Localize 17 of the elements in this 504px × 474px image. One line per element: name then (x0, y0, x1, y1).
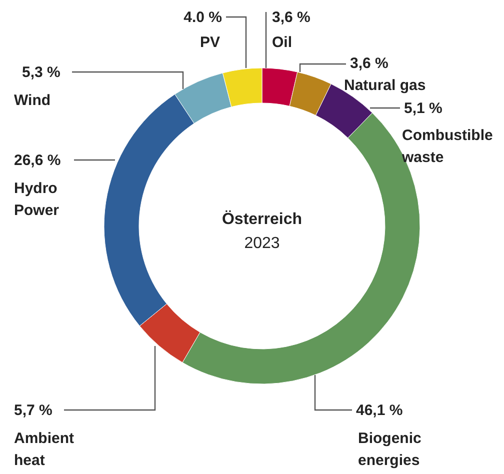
data-label: 46,1 % (356, 402, 403, 419)
data-label: 26,6 % (14, 152, 61, 169)
slice-label: Ambient heat (14, 430, 74, 469)
data-label: 5,7 % (14, 402, 52, 419)
data-label: 5,3 % (22, 64, 60, 81)
text: 2023 (244, 235, 280, 252)
slice-label: Oil (272, 34, 292, 51)
data-label: 4.0 % (184, 9, 222, 26)
slice-label: PV (200, 34, 220, 51)
slice-label: Biogenic energies (358, 430, 422, 469)
slice-label: Hydro Power (14, 180, 60, 219)
data-label: 3,6 % (272, 9, 310, 26)
slice-label: Wind (14, 92, 51, 109)
data-label: 3,6 % (350, 55, 388, 72)
data-label: 5,1 % (404, 100, 442, 117)
slice-label: Natural gas (344, 77, 426, 94)
text: Österreich (222, 210, 302, 228)
